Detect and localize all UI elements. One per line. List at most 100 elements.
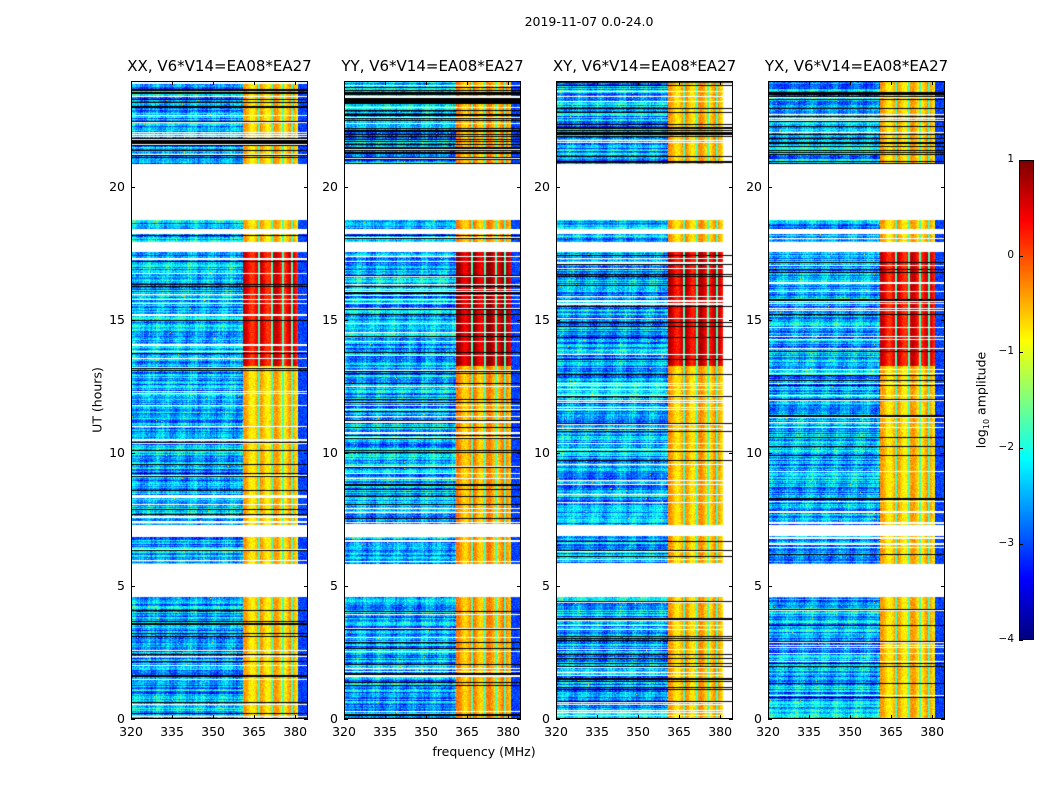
y-tick-mark [131,719,135,720]
y-tick-label: 0 [754,711,762,726]
x-tick-mark [932,81,934,85]
x-tick-label: 365 [667,724,692,739]
colorbar-label: log10 amplitude [973,351,991,449]
x-tick-mark [508,81,510,85]
y-tick-mark [768,453,772,455]
heatmap-image [556,81,733,719]
colorbar-tick-label: −3 [998,537,1014,549]
x-tick-label: 320 [119,724,143,739]
y-tick-label: 20 [322,179,338,195]
x-tick-mark [556,715,557,719]
y-tick-mark [556,453,560,455]
x-tick-mark [385,715,387,719]
y-tick-mark [517,719,521,720]
x-tick-mark [426,715,428,719]
y-tick-mark [729,453,733,455]
x-tick-mark [850,81,852,85]
x-tick-label: 380 [496,724,521,739]
x-tick-mark [679,81,681,85]
colorbar-tick-mark [1019,448,1023,449]
x-tick-label: 365 [879,724,904,739]
x-tick-label: 350 [414,724,438,739]
y-tick-mark [304,586,308,588]
y-tick-mark [131,187,135,189]
panel-title: XX, V6*V14=EA08*EA27 [127,57,312,75]
x-tick-label: 380 [708,724,733,739]
y-tick-mark [344,586,348,588]
y-tick-mark [304,719,308,720]
x-tick-label: 365 [242,724,267,739]
colorbar-tick-label: −2 [998,441,1014,453]
y-tick-mark [941,586,945,588]
y-tick-label: 20 [534,179,550,195]
y-tick-mark [941,320,945,322]
x-tick-mark [891,715,893,719]
x-tick-mark [254,715,256,719]
x-tick-mark [295,81,297,85]
y-tick-mark [729,187,733,189]
colorbar-tick-mark [1019,256,1023,257]
x-tick-label: 320 [332,724,356,739]
y-tick-label: 5 [330,578,338,594]
y-tick-mark [344,320,348,322]
colorbar-tick-mark [1019,544,1023,545]
y-tick-label: 10 [534,445,550,461]
x-tick-mark [467,715,469,719]
x-tick-mark [809,81,811,85]
x-tick-label: 335 [585,724,609,739]
x-tick-mark [809,715,811,719]
x-tick-label: 335 [373,724,397,739]
x-tick-mark [720,715,722,719]
y-tick-mark [304,187,308,189]
colorbar-tick-mark [1019,160,1023,161]
x-tick-mark [638,715,640,719]
y-tick-mark [729,586,733,588]
y-tick-mark [517,453,521,455]
panel-title: XY, V6*V14=EA08*EA27 [552,57,737,75]
heatmap-image [768,81,945,719]
y-tick-mark [941,453,945,455]
y-tick-mark [517,187,521,189]
y-tick-mark [768,586,772,588]
figure-title: 2019-11-07 0.0-24.0 [524,14,654,29]
heatmap-panel-1: XX, V6*V14=EA08*EA27 320 335 350 365 380 0 5 10 1… [109,57,312,739]
x-tick-mark [768,715,769,719]
y-tick-label: 20 [109,179,125,195]
y-tick-mark [768,187,772,189]
y-tick-label: 10 [322,445,338,461]
colorbar-tick-label: −4 [998,633,1014,645]
y-tick-mark [517,586,521,588]
y-tick-mark [729,719,733,720]
y-tick-mark [131,320,135,322]
y-tick-label: 5 [117,578,125,594]
y-tick-mark [556,187,560,189]
x-tick-mark [172,81,174,85]
colorbar-tick-mark [1019,640,1023,641]
y-tick-mark [941,719,945,720]
x-tick-mark [172,715,174,719]
x-tick-mark [508,715,510,719]
x-tick-mark [254,81,256,85]
x-tick-mark [891,81,893,85]
colorbar [1019,160,1034,640]
colorbar-tick-mark [1019,352,1023,353]
y-tick-label: 0 [542,711,550,726]
y-tick-mark [344,719,348,720]
x-tick-mark [638,81,640,85]
x-tick-label: 365 [455,724,480,739]
y-tick-mark [304,320,308,322]
x-tick-mark [426,81,428,85]
x-axis-label: frequency (MHz) [432,744,536,759]
colorbar-tick-label: 1 [1007,153,1014,165]
x-tick-label: 380 [283,724,308,739]
y-tick-label: 15 [109,312,125,328]
y-tick-mark [344,187,348,189]
y-tick-mark [344,453,348,455]
y-tick-label: 5 [542,578,550,594]
y-tick-mark [768,719,772,720]
y-tick-label: 0 [330,711,338,726]
heatmap-panel-2: YY, V6*V14=EA08*EA27 320 335 350 365 380 0 5 10 1… [322,57,524,739]
x-tick-mark [556,81,557,85]
panel-title: YY, V6*V14=EA08*EA27 [341,57,524,75]
y-tick-mark [729,320,733,322]
